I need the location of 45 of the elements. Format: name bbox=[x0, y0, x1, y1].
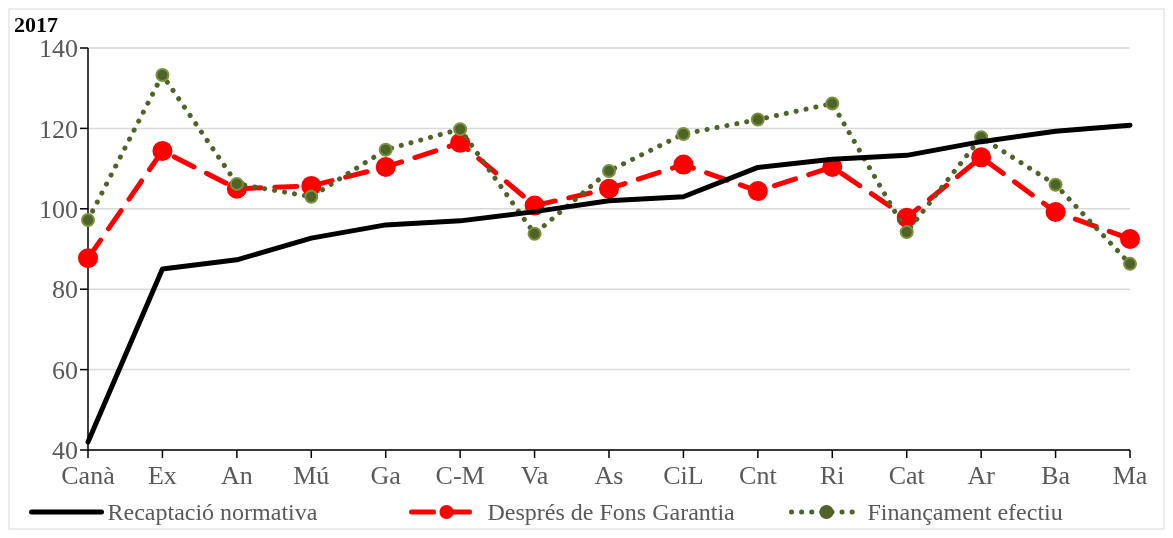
point bbox=[375, 156, 396, 177]
y-tick-label: 80 bbox=[52, 275, 78, 305]
x-tick-label: As bbox=[594, 461, 624, 490]
x-tick-label: Va bbox=[520, 461, 549, 490]
point bbox=[527, 226, 542, 241]
y-tick-label: 140 bbox=[39, 34, 78, 64]
point bbox=[1123, 256, 1137, 271]
x-tick-label: Cat bbox=[888, 461, 926, 490]
point bbox=[155, 67, 170, 82]
x-tick-label: Ri bbox=[820, 461, 845, 490]
point bbox=[899, 225, 914, 240]
x-tick-label: Cnt bbox=[739, 461, 778, 490]
x-tick-label: Ex bbox=[147, 461, 177, 490]
point bbox=[599, 178, 619, 199]
y-tick-label: 60 bbox=[52, 355, 78, 385]
x-tick-label: Ga bbox=[370, 461, 402, 490]
point bbox=[750, 112, 765, 127]
x-tick-label: Ba bbox=[1041, 461, 1071, 490]
point bbox=[1120, 228, 1140, 249]
point bbox=[602, 164, 616, 179]
y-tick-label: 100 bbox=[39, 194, 78, 224]
point bbox=[673, 154, 694, 175]
x-tick-label: Mú bbox=[293, 461, 330, 490]
x-tick-label: CiL bbox=[663, 461, 704, 490]
x-tick-label: An bbox=[220, 461, 253, 490]
point bbox=[78, 248, 98, 269]
point bbox=[1048, 177, 1063, 192]
point bbox=[676, 127, 691, 142]
point bbox=[304, 189, 319, 204]
point bbox=[152, 140, 173, 161]
x-tick-label: Ar bbox=[967, 461, 996, 490]
legend-label: Finançament efectiu bbox=[867, 499, 1063, 526]
point bbox=[971, 147, 992, 168]
point bbox=[747, 181, 768, 202]
point bbox=[378, 142, 393, 157]
x-tick-label: Ma bbox=[1112, 461, 1148, 490]
y-tick-label: 120 bbox=[39, 114, 78, 144]
legend-label: Recaptació normativa bbox=[107, 499, 318, 526]
point bbox=[453, 122, 468, 137]
legend-label: Després de Fons Garantia bbox=[487, 499, 736, 526]
point bbox=[825, 96, 840, 111]
point bbox=[81, 213, 95, 228]
x-tick-label: C-M bbox=[435, 461, 485, 490]
point bbox=[1045, 202, 1066, 223]
chart-title: 2017 bbox=[14, 12, 58, 37]
